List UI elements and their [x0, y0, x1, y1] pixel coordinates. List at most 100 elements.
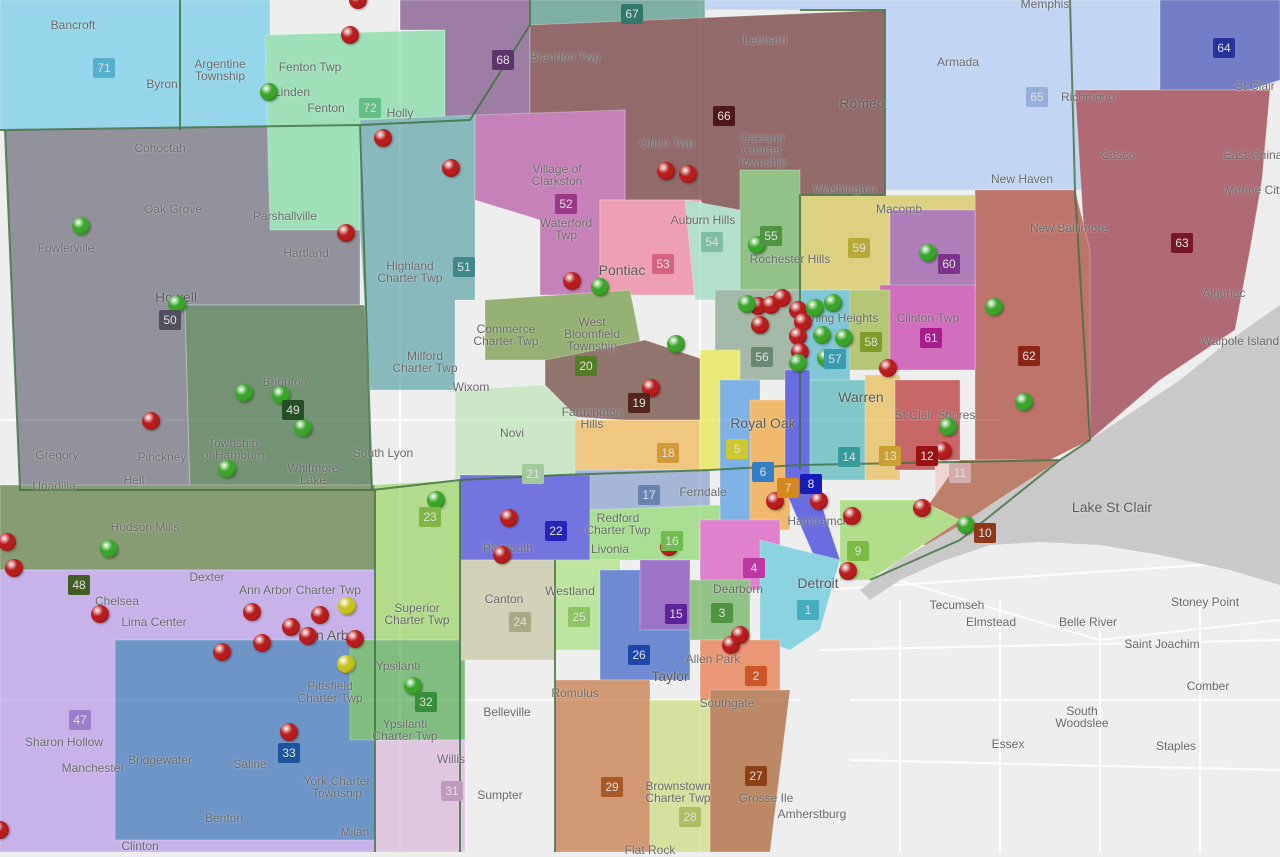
district-17-badge[interactable]: 17	[638, 485, 660, 505]
red-location-marker[interactable]	[142, 412, 160, 430]
district-24-badge[interactable]: 24	[509, 612, 531, 632]
district-62-badge[interactable]: 62	[1018, 346, 1040, 366]
green-location-marker[interactable]	[957, 516, 975, 534]
district-25-badge[interactable]: 25	[568, 607, 590, 627]
district-2-badge[interactable]: 2	[745, 666, 767, 686]
district-60-badge[interactable]: 60	[938, 254, 960, 274]
red-location-marker[interactable]	[346, 630, 364, 648]
red-location-marker[interactable]	[789, 327, 807, 345]
green-location-marker[interactable]	[813, 326, 831, 344]
red-location-marker[interactable]	[751, 316, 769, 334]
red-location-marker[interactable]	[280, 723, 298, 741]
district-13-badge[interactable]: 13	[879, 446, 901, 466]
red-location-marker[interactable]	[253, 634, 271, 652]
district-51-badge[interactable]: 51	[453, 257, 475, 277]
green-location-marker[interactable]	[272, 386, 290, 404]
green-location-marker[interactable]	[100, 540, 118, 558]
red-location-marker[interactable]	[563, 272, 581, 290]
district-10-badge[interactable]: 10	[974, 523, 996, 543]
district-33-badge[interactable]: 33	[278, 743, 300, 763]
district-67-badge[interactable]: 67	[621, 4, 643, 24]
district-58-badge[interactable]: 58	[860, 332, 882, 352]
district-48-badge[interactable]: 48	[68, 575, 90, 595]
district-64-badge[interactable]: 64	[1213, 38, 1235, 58]
red-location-marker[interactable]	[810, 492, 828, 510]
district-3-badge[interactable]: 3	[711, 603, 733, 623]
green-location-marker[interactable]	[824, 294, 842, 312]
green-location-marker[interactable]	[738, 295, 756, 313]
yellow-location-marker[interactable]	[338, 597, 356, 615]
district-63-badge[interactable]: 63	[1171, 233, 1193, 253]
district-22-badge[interactable]: 22	[545, 521, 567, 541]
green-location-marker[interactable]	[789, 354, 807, 372]
district-11-badge[interactable]: 11	[949, 463, 971, 483]
district-32-badge[interactable]: 32	[415, 692, 437, 712]
red-location-marker[interactable]	[657, 162, 675, 180]
district-59-badge[interactable]: 59	[848, 238, 870, 258]
district-1-area[interactable]	[759, 539, 841, 651]
red-location-marker[interactable]	[341, 26, 359, 44]
red-location-marker[interactable]	[500, 509, 518, 527]
district-15-badge[interactable]: 15	[665, 604, 687, 624]
district-57-badge[interactable]: 57	[824, 349, 846, 369]
district-61-badge[interactable]: 61	[920, 328, 942, 348]
district-68-badge[interactable]: 68	[492, 50, 514, 70]
green-location-marker[interactable]	[806, 299, 824, 317]
green-location-marker[interactable]	[218, 460, 236, 478]
red-location-marker[interactable]	[731, 626, 749, 644]
green-location-marker[interactable]	[168, 295, 186, 313]
green-location-marker[interactable]	[294, 419, 312, 437]
green-location-marker[interactable]	[404, 677, 422, 695]
district-9-badge[interactable]: 9	[847, 541, 869, 561]
district-47-badge[interactable]: 47	[69, 710, 91, 730]
district-20-badge[interactable]: 20	[575, 356, 597, 376]
red-location-marker[interactable]	[773, 289, 791, 307]
yellow-location-marker[interactable]	[337, 655, 355, 673]
green-location-marker[interactable]	[591, 278, 609, 296]
district-16-badge[interactable]: 16	[661, 531, 683, 551]
district-8-badge[interactable]: 8	[800, 474, 822, 494]
district-1-badge[interactable]: 1	[797, 600, 819, 620]
district-29-badge[interactable]: 29	[601, 777, 623, 797]
district-5-badge[interactable]: 5	[726, 439, 748, 459]
red-location-marker[interactable]	[934, 442, 952, 460]
green-location-marker[interactable]	[72, 217, 90, 235]
red-location-marker[interactable]	[0, 821, 9, 839]
district-23-badge[interactable]: 23	[419, 507, 441, 527]
red-location-marker[interactable]	[349, 0, 367, 9]
district-12-badge[interactable]: 12	[916, 446, 938, 466]
district-7-badge[interactable]: 7	[777, 478, 799, 498]
red-location-marker[interactable]	[679, 165, 697, 183]
district-55-badge[interactable]: 55	[760, 226, 782, 246]
district-28-badge[interactable]: 28	[679, 807, 701, 827]
district-21-badge[interactable]: 21	[522, 464, 544, 484]
district-72-badge[interactable]: 72	[359, 98, 381, 118]
green-location-marker[interactable]	[667, 335, 685, 353]
green-location-marker[interactable]	[985, 298, 1003, 316]
red-location-marker[interactable]	[442, 159, 460, 177]
district-19-badge[interactable]: 19	[628, 393, 650, 413]
red-location-marker[interactable]	[642, 379, 660, 397]
district-6-badge[interactable]: 6	[752, 462, 774, 482]
district-65-badge[interactable]: 65	[1026, 87, 1048, 107]
green-location-marker[interactable]	[260, 83, 278, 101]
red-location-marker[interactable]	[5, 559, 23, 577]
district-49-badge[interactable]: 49	[282, 400, 304, 420]
green-location-marker[interactable]	[235, 384, 253, 402]
red-location-marker[interactable]	[213, 643, 231, 661]
red-location-marker[interactable]	[299, 627, 317, 645]
district-26-badge[interactable]: 26	[628, 645, 650, 665]
red-location-marker[interactable]	[91, 605, 109, 623]
red-location-marker[interactable]	[493, 546, 511, 564]
green-location-marker[interactable]	[919, 244, 937, 262]
red-location-marker[interactable]	[374, 129, 392, 147]
district-4-badge[interactable]: 4	[743, 558, 765, 578]
district-50-badge[interactable]: 50	[159, 310, 181, 330]
red-location-marker[interactable]	[913, 499, 931, 517]
district-66-badge[interactable]: 66	[713, 106, 735, 126]
green-location-marker[interactable]	[427, 491, 445, 509]
green-location-marker[interactable]	[835, 329, 853, 347]
red-location-marker[interactable]	[243, 603, 261, 621]
district-56-badge[interactable]: 56	[751, 347, 773, 367]
district-54-badge[interactable]: 54	[701, 232, 723, 252]
